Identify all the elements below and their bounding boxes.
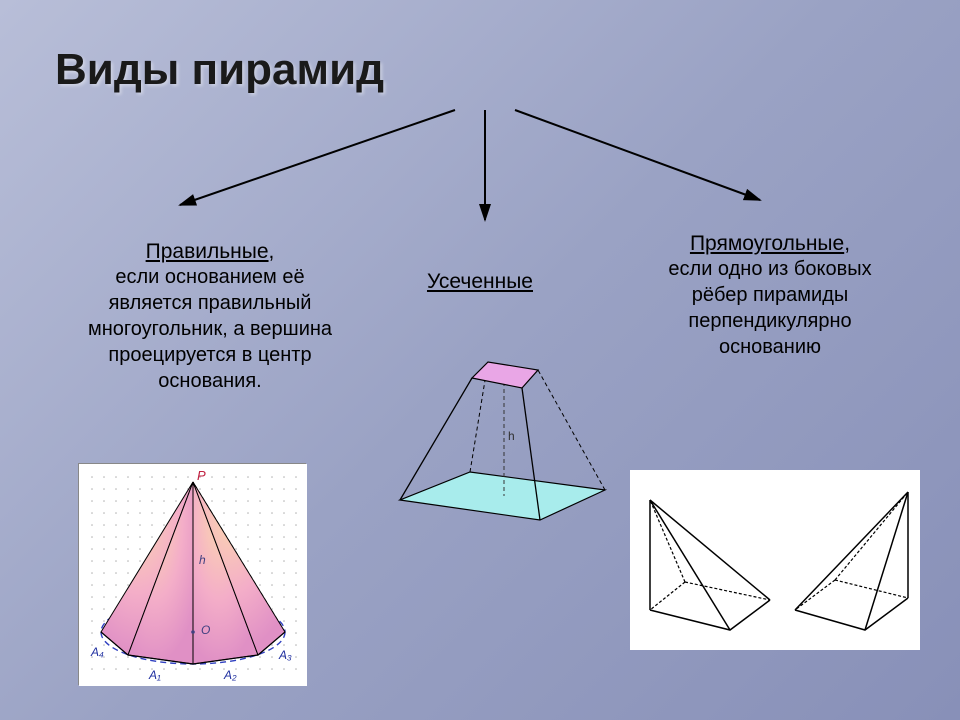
column-regular: Правильные, если основанием её является … bbox=[80, 240, 340, 394]
apex-label: P bbox=[197, 468, 206, 483]
frustum-height-label: h bbox=[508, 429, 515, 443]
slide-title: Виды пирамид bbox=[55, 45, 384, 95]
svg-text:A₁: A₁ bbox=[148, 668, 161, 682]
figure-frustum: h bbox=[380, 320, 620, 540]
col-truncated-heading: Усеченные bbox=[427, 270, 533, 293]
col-heading-wrap: Правильные, bbox=[80, 240, 340, 264]
center-label: O bbox=[201, 623, 210, 637]
column-truncated: Усеченные bbox=[370, 270, 590, 294]
svg-text:A₃: A₃ bbox=[278, 648, 292, 662]
column-rectangular: Прямоугольные, если одно из боковых рёбе… bbox=[640, 232, 900, 360]
col-rectangular-desc: если одно из боковых рёбер пирамиды перп… bbox=[640, 256, 900, 360]
col-heading-wrap: Прямоугольные, bbox=[640, 232, 900, 256]
figure-right-pyramids bbox=[630, 470, 920, 650]
comma: , bbox=[844, 232, 850, 255]
col-rectangular-heading: Прямоугольные bbox=[690, 232, 844, 255]
col-regular-heading: Правильные bbox=[146, 240, 269, 263]
col-regular-desc: если основанием её является правильный м… bbox=[80, 264, 340, 394]
svg-text:A₂: A₂ bbox=[223, 668, 237, 682]
height-label: h bbox=[199, 553, 206, 567]
branch-arrows bbox=[160, 105, 800, 235]
figure-regular-pyramid: P h O A₁ A₂ A₃ A₄ bbox=[78, 463, 306, 685]
svg-text:A₄: A₄ bbox=[90, 645, 104, 659]
comma: , bbox=[269, 240, 275, 263]
